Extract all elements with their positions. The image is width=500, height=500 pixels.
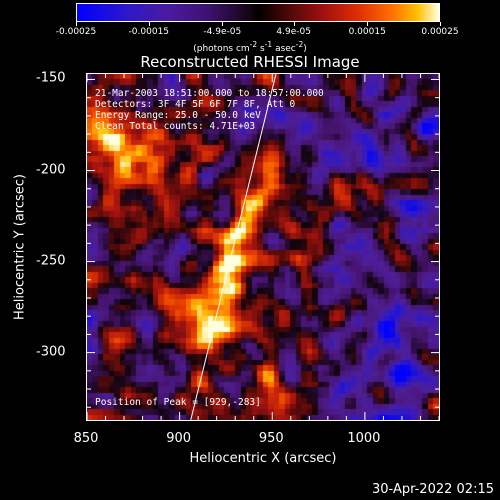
overlay <box>87 74 439 420</box>
y-tick-label: -150 <box>36 70 66 86</box>
colorbar-tick-label: -0.00025 <box>55 27 97 37</box>
colorbar-tick-label: -4.9e-05 <box>203 27 242 37</box>
colorbar-tick <box>293 22 295 26</box>
info-detectors: Detectors: 3F 4F 5F 6F 7F 8F, Att 0 <box>95 99 296 110</box>
colorbar-tick-label: 0.00015 <box>348 27 386 37</box>
info-peak-position: Position of Peak = [929,-283] <box>95 397 261 408</box>
limb-line <box>190 74 277 420</box>
info-time-range: 21-Mar-2003 18:51:00.000 to 18:57:00.000 <box>95 88 324 99</box>
info-clean-counts: Clean Total counts: 4.71E+03 <box>95 121 256 132</box>
colorbar-tick <box>222 22 224 26</box>
colorbar-tick-label: -0.00015 <box>128 27 170 37</box>
colorbar-tick <box>148 22 150 26</box>
x-axis-label: Heliocentric X (arcsec) <box>189 451 337 466</box>
y-tick-label: -200 <box>36 162 66 178</box>
y-axis-label: Heliocentric Y (arcsec) <box>12 174 28 320</box>
x-tick-label: 950 <box>258 431 284 446</box>
x-tick-label: 1000 <box>347 431 381 446</box>
y-tick-label: -300 <box>36 344 66 360</box>
colorbar-tick <box>76 22 77 26</box>
colorbar <box>76 3 440 22</box>
colorbar-tick-label: 0.00025 <box>421 27 459 37</box>
footer-date: 30-Apr-2022 02:15 <box>372 482 494 497</box>
chart-title: Reconstructed RHESSI Image <box>140 53 360 71</box>
x-tick-label: 900 <box>166 431 192 446</box>
colorbar-tick <box>440 22 441 26</box>
colorbar-units: (photons cm-2 s-1 asec-2) <box>193 40 307 54</box>
heatmap-image <box>87 74 439 420</box>
plot-area: 21-Mar-2003 18:51:00.000 to 18:57:00.000… <box>86 73 440 421</box>
colorbar-tick-label: 4.9e-05 <box>276 27 311 37</box>
info-energy-range: Energy Range: 25.0 - 50.0 keV <box>95 110 261 121</box>
y-tick-label: -250 <box>36 253 66 269</box>
colorbar-tick <box>367 22 369 26</box>
x-tick-label: 850 <box>73 431 99 446</box>
